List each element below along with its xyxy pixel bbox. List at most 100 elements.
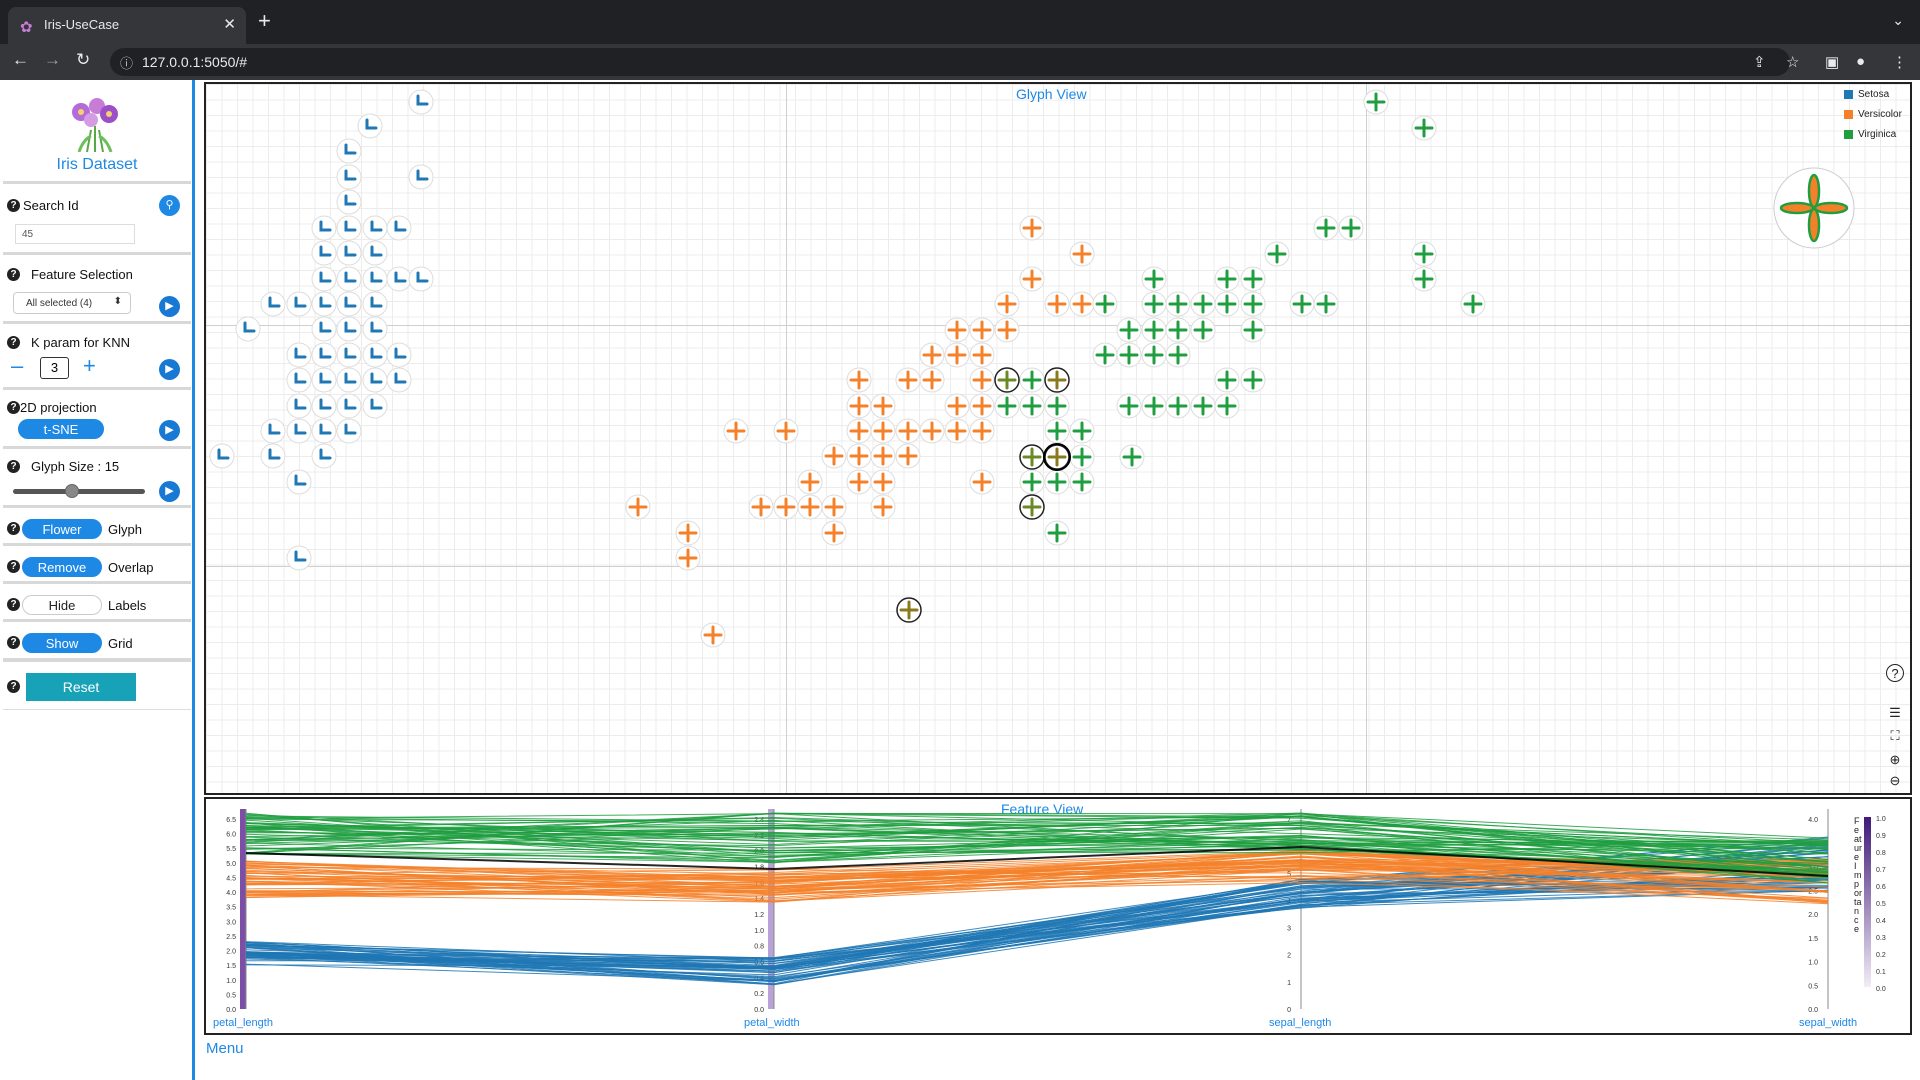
help-icon[interactable]: ? <box>7 460 20 473</box>
setosa-glyph[interactable] <box>344 398 357 410</box>
versicolor-glyph[interactable] <box>922 421 942 441</box>
setosa-glyph[interactable] <box>243 321 256 333</box>
versicolor-glyph[interactable] <box>849 396 869 416</box>
virginica-glyph[interactable] <box>1414 269 1434 289</box>
setosa-glyph[interactable] <box>268 448 281 460</box>
forward-icon[interactable]: → <box>44 50 61 69</box>
setosa-glyph[interactable] <box>344 169 357 181</box>
virginica-glyph[interactable] <box>1193 396 1213 416</box>
glyph-size-slider-thumb[interactable] <box>65 484 80 498</box>
versicolor-glyph[interactable] <box>873 446 893 466</box>
versicolor-glyph[interactable] <box>1047 294 1067 314</box>
zoom-in-icon[interactable]: ⊕ <box>1889 752 1901 767</box>
setosa-glyph[interactable] <box>365 118 378 130</box>
virginica-glyph[interactable] <box>1414 118 1434 138</box>
versicolor-glyph[interactable] <box>972 320 992 340</box>
setosa-glyph[interactable] <box>319 398 332 410</box>
versicolor-glyph[interactable] <box>898 370 918 390</box>
browser-tab[interactable]: ✿ Iris-UseCase ✕ <box>8 7 246 44</box>
setosa-glyph[interactable] <box>344 347 357 359</box>
versicolor-glyph[interactable] <box>849 421 869 441</box>
virginica-glyph[interactable] <box>1144 269 1164 289</box>
setosa-glyph[interactable] <box>294 347 307 359</box>
virginica-glyph[interactable] <box>1168 294 1188 314</box>
search-input[interactable]: 45 <box>15 224 135 244</box>
setosa-glyph[interactable] <box>370 398 383 410</box>
back-icon[interactable]: ← <box>12 50 29 69</box>
share-icon[interactable]: ⇪ <box>1753 54 1766 71</box>
virginica-glyph[interactable] <box>1243 320 1263 340</box>
setosa-glyph[interactable] <box>319 296 332 308</box>
help-icon[interactable]: ? <box>7 268 20 281</box>
virginica-glyph[interactable] <box>1022 370 1042 390</box>
versicolor-glyph[interactable] <box>628 497 648 517</box>
versicolor-glyph[interactable] <box>849 370 869 390</box>
increment-icon[interactable]: + <box>83 353 96 378</box>
virginica-glyph[interactable] <box>1217 370 1237 390</box>
setosa-glyph[interactable] <box>394 347 407 359</box>
setosa-glyph[interactable] <box>294 550 307 562</box>
bookmark-star-icon[interactable]: ☆ <box>1786 54 1800 71</box>
setosa-glyph[interactable] <box>344 245 357 257</box>
virginica-glyph[interactable] <box>1144 396 1164 416</box>
feature-select[interactable]: All selected (4) ⬍ <box>13 292 131 314</box>
glyph-scatter[interactable] <box>206 84 1912 795</box>
address-bar[interactable]: ⓘ 127.0.0.1:5050/# <box>110 48 1790 76</box>
versicolor-glyph[interactable] <box>849 446 869 466</box>
setosa-glyph[interactable] <box>416 94 429 106</box>
setosa-glyph[interactable] <box>294 423 307 435</box>
versicolor-glyph[interactable] <box>849 472 869 492</box>
menu-link[interactable]: Menu <box>206 1040 244 1057</box>
new-tab-icon[interactable]: + <box>258 8 271 33</box>
virginica-glyph[interactable] <box>1292 294 1312 314</box>
setosa-glyph[interactable] <box>394 372 407 384</box>
virginica-glyph[interactable] <box>1316 218 1336 238</box>
virginica-glyph[interactable] <box>1217 294 1237 314</box>
help-icon[interactable]: ? <box>7 522 20 535</box>
versicolor-glyph[interactable] <box>947 320 967 340</box>
setosa-glyph[interactable] <box>319 271 332 283</box>
play-icon[interactable]: ▶ <box>159 481 180 502</box>
versicolor-glyph[interactable] <box>997 320 1017 340</box>
virginica-glyph[interactable] <box>1243 294 1263 314</box>
setosa-glyph[interactable] <box>319 423 332 435</box>
setosa-glyph[interactable] <box>344 296 357 308</box>
virginica-glyph[interactable] <box>1047 396 1067 416</box>
overlap-toggle[interactable]: Remove <box>22 557 102 577</box>
setosa-glyph[interactable] <box>344 220 357 232</box>
versicolor-glyph[interactable] <box>972 421 992 441</box>
virginica-glyph[interactable] <box>1022 472 1042 492</box>
versicolor-glyph[interactable] <box>972 345 992 365</box>
versicolor-glyph[interactable] <box>824 523 844 543</box>
virginica-glyph[interactable] <box>1414 244 1434 264</box>
decrement-icon[interactable]: – <box>11 353 24 378</box>
setosa-glyph[interactable] <box>344 271 357 283</box>
virginica-glyph[interactable] <box>1243 269 1263 289</box>
zoom-out-icon[interactable]: ⊖ <box>1889 773 1901 788</box>
virginica-glyph[interactable] <box>1316 294 1336 314</box>
virginica-glyph[interactable] <box>1047 421 1067 441</box>
help-icon[interactable]: ? <box>7 199 20 212</box>
glyph-toggle[interactable]: Flower <box>22 519 102 539</box>
highlighted-glyph[interactable] <box>997 370 1017 390</box>
parallel-coordinates-plot[interactable]: 6.5 6.0 5.5 5.0 4.5 4.0 3.5 3.0 2.5 2.0 1.5 1.0 0.5 0… <box>206 799 1912 1035</box>
versicolor-glyph[interactable] <box>800 497 820 517</box>
versicolor-glyph[interactable] <box>972 370 992 390</box>
highlighted-glyph[interactable] <box>1022 447 1042 467</box>
virginica-glyph[interactable] <box>1243 370 1263 390</box>
site-info-icon[interactable]: ⓘ <box>120 56 134 71</box>
versicolor-glyph[interactable] <box>678 548 698 568</box>
feature-view-panel[interactable]: Feature View 6.5 6.0 5.5 5.0 4.5 4.0 3.5 3.0 2.5… <box>204 797 1912 1035</box>
virginica-glyph[interactable] <box>1341 218 1361 238</box>
setosa-glyph[interactable] <box>319 321 332 333</box>
fullscreen-icon[interactable]: ⛶ <box>1890 728 1900 743</box>
play-icon[interactable]: ▶ <box>159 359 180 380</box>
setosa-glyph[interactable] <box>370 372 383 384</box>
virginica-glyph[interactable] <box>1072 472 1092 492</box>
setosa-glyph[interactable] <box>394 271 407 283</box>
versicolor-glyph[interactable] <box>898 421 918 441</box>
projection-toggle[interactable]: t-SNE <box>18 419 104 439</box>
versicolor-glyph[interactable] <box>922 370 942 390</box>
setosa-glyph[interactable] <box>294 372 307 384</box>
help-icon[interactable]: ? <box>7 680 20 693</box>
